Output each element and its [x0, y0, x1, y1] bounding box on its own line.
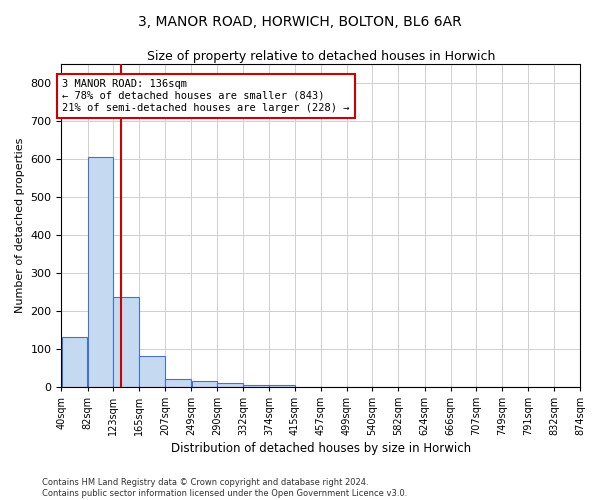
Y-axis label: Number of detached properties: Number of detached properties — [15, 138, 25, 313]
Bar — [269, 385, 295, 386]
Bar — [139, 356, 165, 386]
X-axis label: Distribution of detached houses by size in Horwich: Distribution of detached houses by size … — [170, 442, 471, 455]
Text: 3 MANOR ROAD: 136sqm
← 78% of detached houses are smaller (843)
21% of semi-deta: 3 MANOR ROAD: 136sqm ← 78% of detached h… — [62, 80, 350, 112]
Bar — [62, 338, 88, 386]
Bar — [243, 385, 269, 386]
Bar — [88, 157, 113, 386]
Bar — [191, 381, 217, 386]
Text: Contains HM Land Registry data © Crown copyright and database right 2024.
Contai: Contains HM Land Registry data © Crown c… — [42, 478, 407, 498]
Text: 3, MANOR ROAD, HORWICH, BOLTON, BL6 6AR: 3, MANOR ROAD, HORWICH, BOLTON, BL6 6AR — [138, 15, 462, 29]
Bar — [217, 383, 243, 386]
Title: Size of property relative to detached houses in Horwich: Size of property relative to detached ho… — [146, 50, 495, 63]
Bar — [166, 379, 191, 386]
Bar — [113, 296, 139, 386]
